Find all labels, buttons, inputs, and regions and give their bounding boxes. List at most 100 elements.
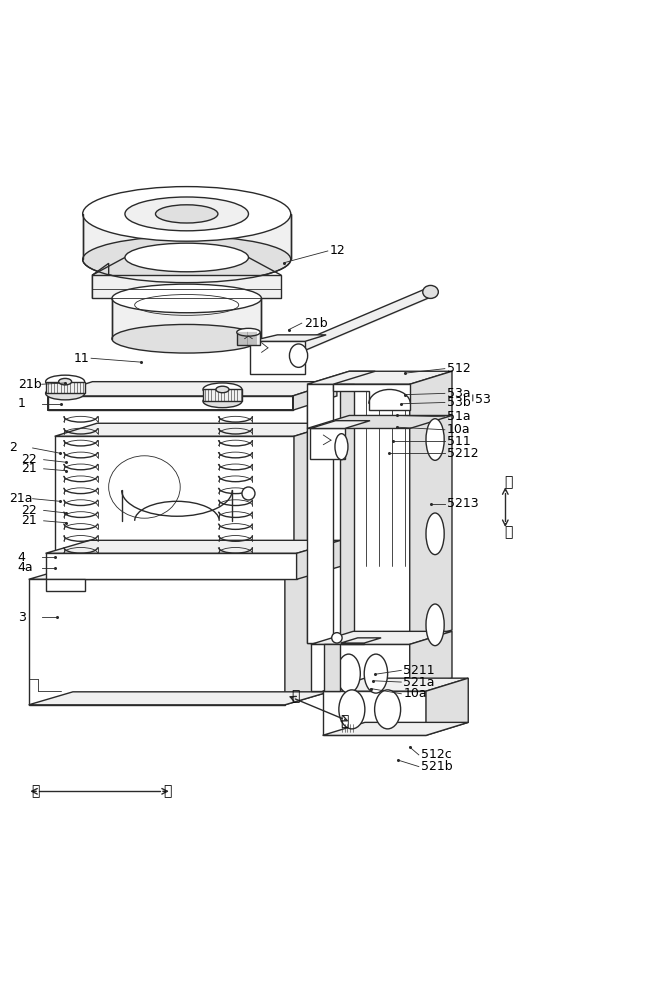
Polygon shape	[307, 371, 375, 384]
Text: 53b: 53b	[447, 396, 471, 409]
Polygon shape	[93, 275, 281, 298]
Ellipse shape	[422, 285, 438, 298]
Ellipse shape	[125, 243, 249, 272]
Ellipse shape	[59, 378, 72, 385]
Text: 521a: 521a	[403, 676, 435, 689]
Polygon shape	[323, 691, 426, 735]
Ellipse shape	[237, 328, 260, 336]
Text: 5211: 5211	[403, 664, 435, 677]
Ellipse shape	[216, 386, 229, 393]
Ellipse shape	[242, 487, 255, 500]
Text: 21b: 21b	[304, 317, 327, 330]
Text: 10a: 10a	[403, 687, 427, 700]
Text: 11: 11	[73, 352, 89, 365]
Text: 5212: 5212	[447, 447, 479, 460]
Ellipse shape	[46, 387, 85, 400]
Polygon shape	[55, 423, 336, 436]
Text: 1: 1	[18, 397, 25, 410]
Polygon shape	[237, 332, 260, 345]
Polygon shape	[46, 382, 85, 393]
Ellipse shape	[112, 284, 261, 313]
Polygon shape	[293, 382, 337, 410]
Ellipse shape	[83, 236, 291, 283]
Ellipse shape	[83, 187, 291, 241]
Polygon shape	[29, 579, 285, 705]
Ellipse shape	[108, 456, 180, 518]
Polygon shape	[340, 384, 354, 643]
Text: 22: 22	[21, 504, 37, 517]
Polygon shape	[426, 678, 468, 735]
Text: 512c: 512c	[421, 748, 451, 761]
Ellipse shape	[335, 434, 348, 460]
Polygon shape	[311, 644, 409, 691]
Text: 511: 511	[447, 435, 471, 448]
Polygon shape	[333, 384, 409, 410]
Ellipse shape	[426, 513, 444, 555]
Text: 上: 上	[504, 475, 513, 489]
Text: 21a: 21a	[9, 492, 33, 505]
Ellipse shape	[125, 197, 249, 231]
Text: 21b: 21b	[18, 378, 41, 391]
Text: 右: 右	[340, 714, 349, 728]
Text: 5213: 5213	[447, 497, 479, 510]
Polygon shape	[294, 423, 336, 553]
Text: 521b: 521b	[421, 760, 453, 773]
Text: 后: 后	[163, 784, 171, 798]
Ellipse shape	[426, 604, 444, 646]
Polygon shape	[29, 566, 329, 579]
Ellipse shape	[46, 375, 85, 388]
Text: 下: 下	[504, 526, 513, 540]
Polygon shape	[310, 421, 370, 428]
Polygon shape	[409, 631, 452, 691]
Text: 10a: 10a	[447, 423, 470, 436]
Polygon shape	[93, 263, 108, 298]
Polygon shape	[83, 214, 291, 259]
Polygon shape	[48, 382, 337, 396]
Text: 2: 2	[9, 441, 17, 454]
Text: 21: 21	[21, 514, 37, 527]
Text: 53a: 53a	[447, 387, 470, 400]
Polygon shape	[112, 298, 261, 339]
Polygon shape	[46, 553, 296, 579]
Polygon shape	[296, 540, 341, 579]
Polygon shape	[324, 644, 340, 691]
Polygon shape	[323, 722, 468, 735]
Polygon shape	[307, 415, 452, 428]
Text: 53: 53	[475, 393, 490, 406]
Polygon shape	[310, 428, 345, 459]
Polygon shape	[341, 643, 364, 644]
Text: 左: 左	[291, 689, 300, 703]
Text: 3: 3	[18, 611, 25, 624]
Polygon shape	[307, 371, 452, 384]
Polygon shape	[323, 678, 468, 691]
Polygon shape	[307, 384, 333, 643]
Polygon shape	[250, 341, 305, 374]
Text: 4a: 4a	[18, 561, 33, 574]
Ellipse shape	[155, 205, 218, 223]
Polygon shape	[55, 436, 294, 553]
Ellipse shape	[339, 690, 365, 729]
Text: 前: 前	[31, 784, 39, 798]
Ellipse shape	[426, 419, 444, 460]
Ellipse shape	[332, 633, 342, 643]
Ellipse shape	[203, 383, 242, 396]
Polygon shape	[409, 371, 452, 643]
Text: 22: 22	[21, 453, 37, 466]
Polygon shape	[307, 384, 409, 643]
Text: 51a: 51a	[447, 410, 470, 423]
Polygon shape	[46, 540, 341, 553]
Text: 4: 4	[18, 551, 25, 564]
Ellipse shape	[337, 654, 360, 693]
Text: 21: 21	[21, 462, 37, 475]
Polygon shape	[203, 389, 242, 401]
Polygon shape	[311, 631, 452, 644]
Text: 12: 12	[330, 244, 345, 257]
Polygon shape	[341, 638, 381, 643]
Ellipse shape	[112, 324, 261, 353]
Ellipse shape	[375, 690, 401, 729]
Ellipse shape	[289, 344, 308, 367]
Ellipse shape	[364, 654, 388, 693]
Polygon shape	[29, 692, 329, 705]
Polygon shape	[250, 335, 326, 341]
Polygon shape	[46, 579, 85, 591]
